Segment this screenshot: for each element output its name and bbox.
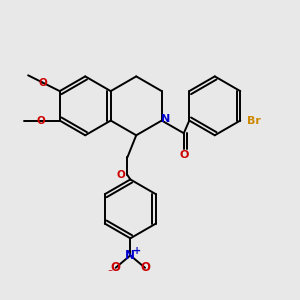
Text: O: O (116, 170, 125, 180)
Text: O: O (179, 150, 188, 160)
Text: O: O (36, 116, 45, 126)
Text: O: O (111, 261, 121, 274)
Text: O: O (140, 261, 150, 274)
Text: ⁻: ⁻ (108, 268, 113, 278)
Text: N: N (125, 249, 135, 262)
Text: O: O (38, 78, 47, 88)
Text: N: N (161, 114, 170, 124)
Text: Br: Br (247, 116, 260, 126)
Text: +: + (133, 246, 141, 256)
